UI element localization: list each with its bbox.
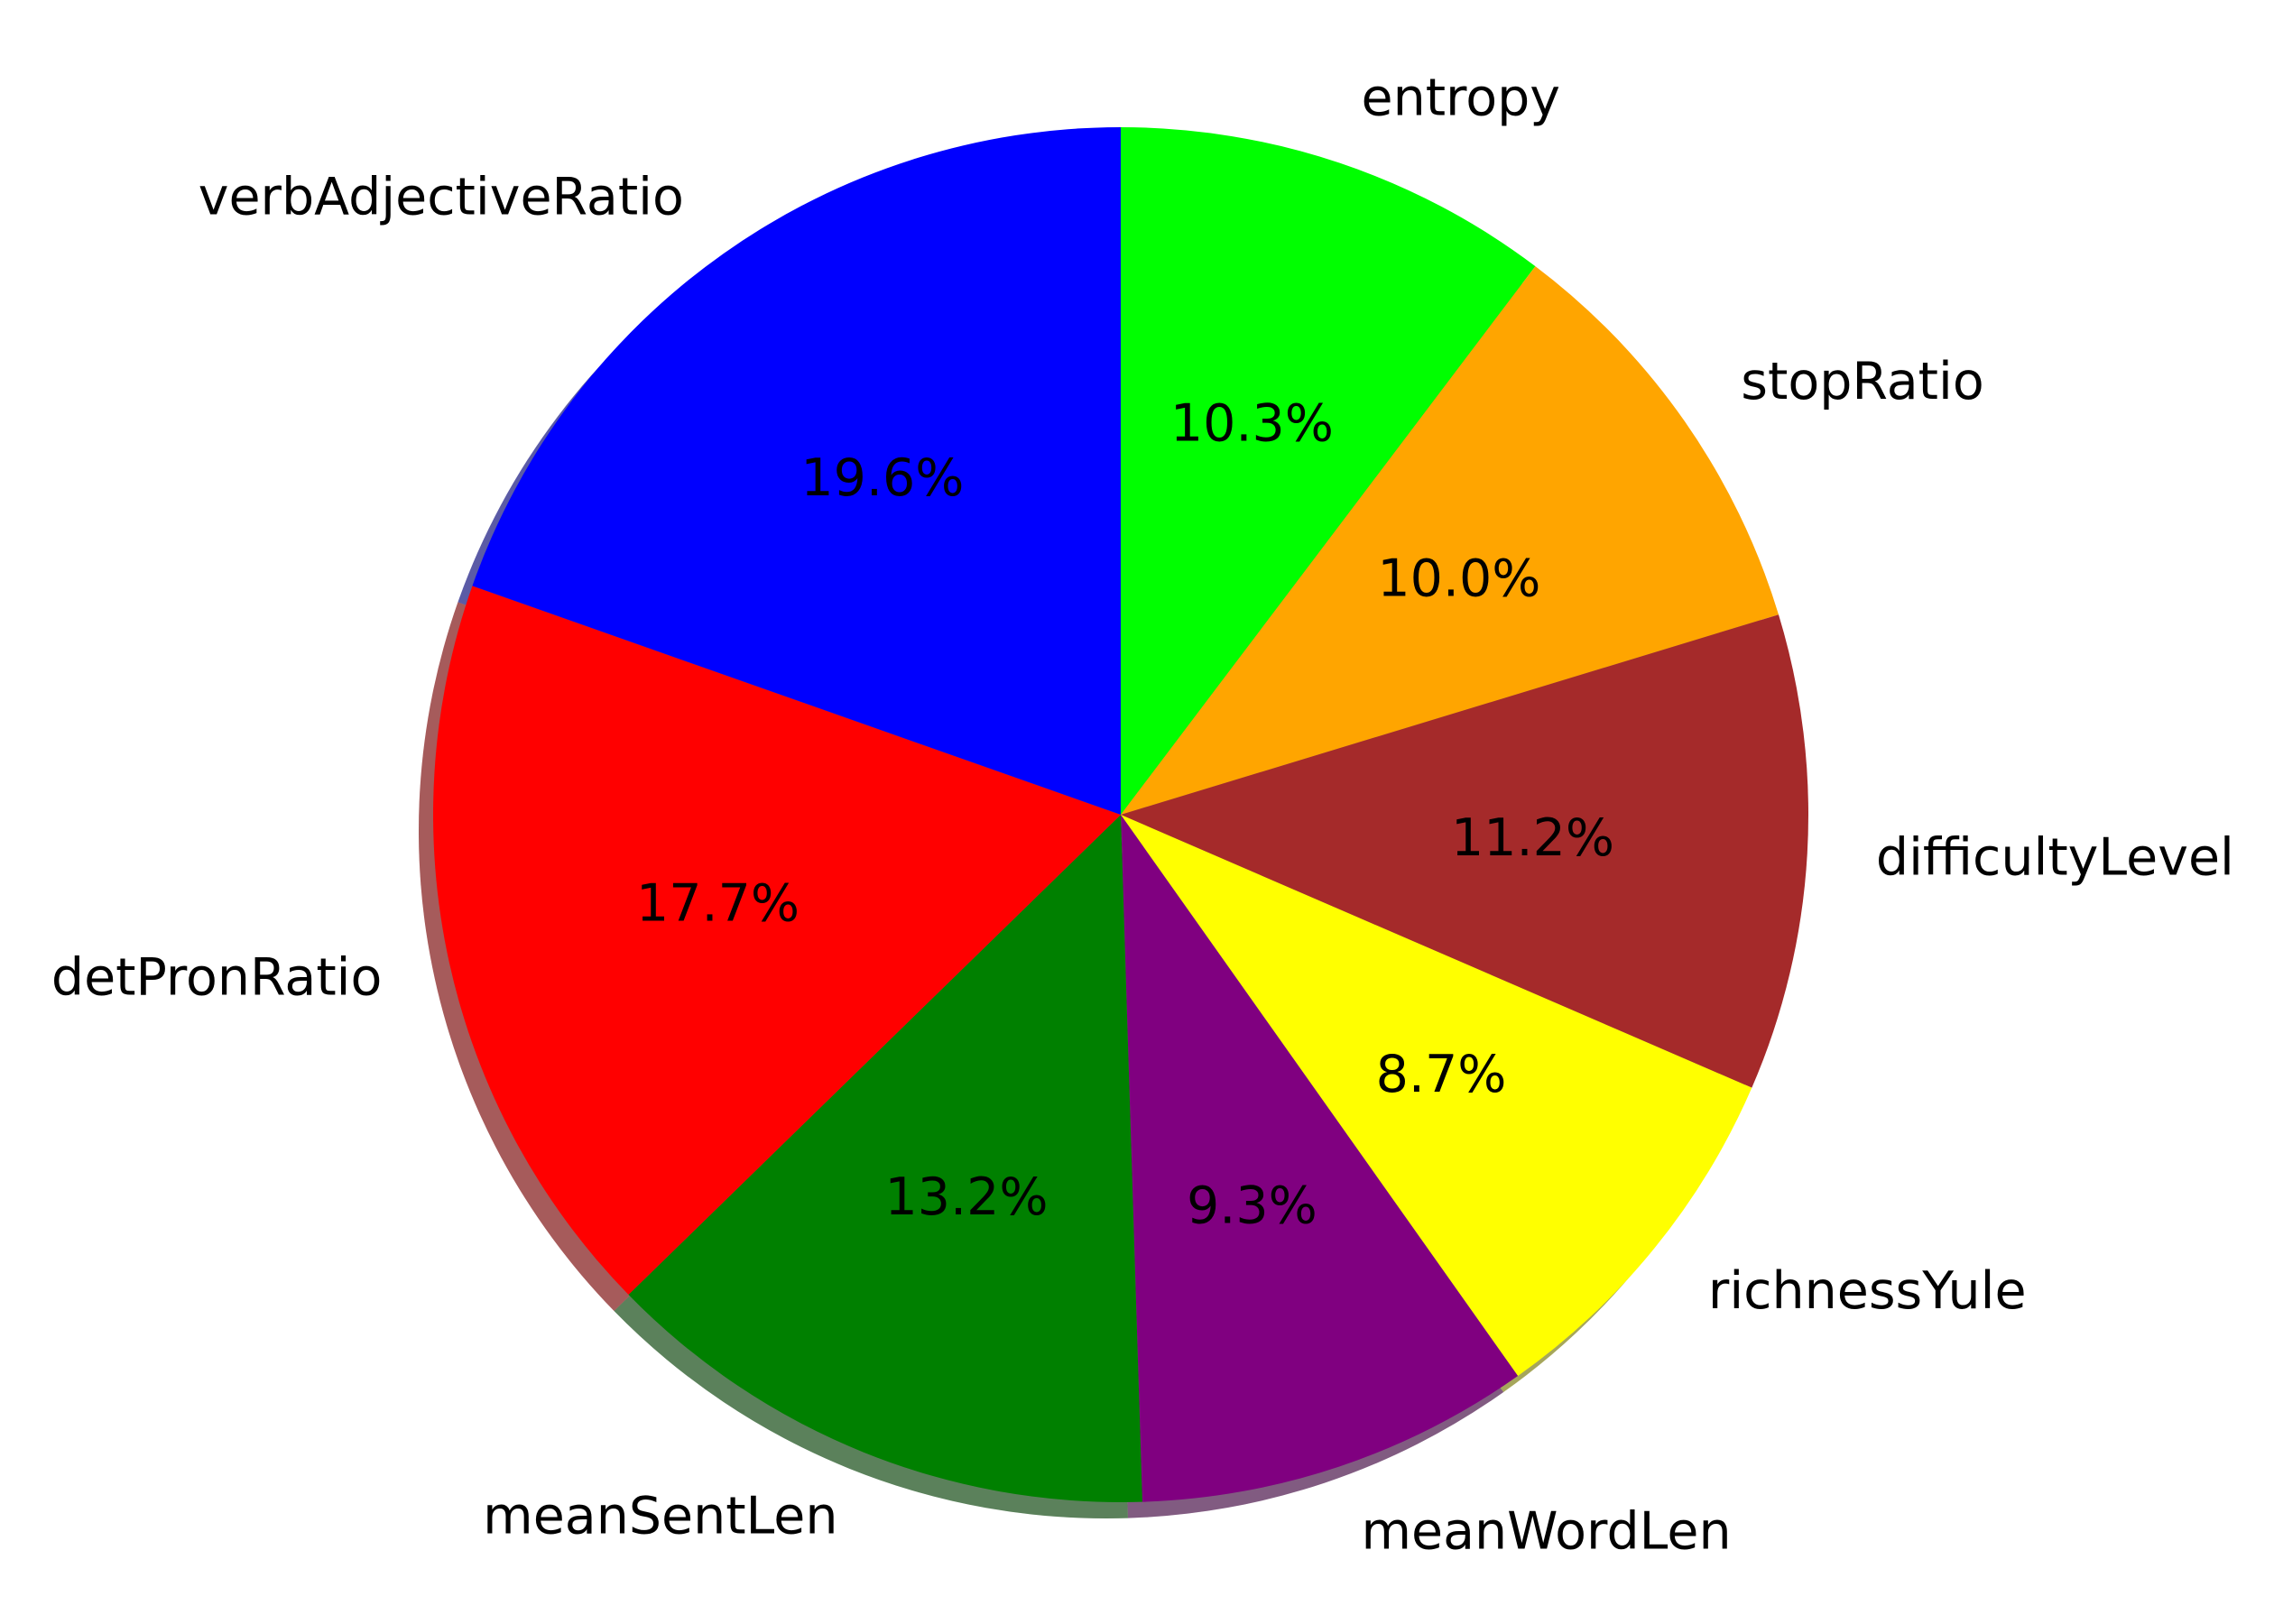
slice-det-pron-ratio xyxy=(433,586,1122,1295)
slice-label-entropy: entropy xyxy=(1362,68,1561,127)
slice-label-stop-ratio: stopRatio xyxy=(1741,352,1983,411)
percent-label-difficulty-level: 11.2% xyxy=(1451,808,1614,868)
slice-label-det-pron-ratio: detPronRatio xyxy=(51,947,383,1007)
slice-richness-yule xyxy=(1121,815,1752,1377)
pie-slices xyxy=(433,126,1808,1502)
slice-label-mean-word-len: meanWordLen xyxy=(1362,1502,1732,1562)
percent-label-richness-yule: 8.7% xyxy=(1376,1045,1507,1104)
slice-entropy xyxy=(1121,127,1536,815)
percent-label-entropy: 10.3% xyxy=(1170,394,1334,454)
slice-labels: entropy stopRatio difficultyLevel richnessY… xyxy=(51,68,2234,1561)
slice-stop-ratio xyxy=(1121,266,1779,816)
slice-mean-sent-len xyxy=(628,815,1142,1502)
slice-difficulty-level xyxy=(1121,614,1808,1088)
slice-label-difficulty-level: difficultyLevel xyxy=(1876,827,2234,887)
percent-label-det-pron-ratio: 17.7% xyxy=(636,873,800,933)
slice-mean-word-len xyxy=(1121,815,1519,1502)
percent-label-mean-sent-len: 13.2% xyxy=(884,1167,1048,1227)
slice-verb-adjective-ratio xyxy=(472,126,1121,816)
percent-label-verb-adjective-ratio: 19.6% xyxy=(800,448,964,508)
percent-label-stop-ratio: 10.0% xyxy=(1377,549,1540,608)
slice-label-verb-adjective-ratio: verbAdjectiveRatio xyxy=(199,168,684,227)
slice-label-mean-sent-len: meanSentLen xyxy=(483,1486,837,1546)
slice-label-richness-yule: richnessYule xyxy=(1708,1261,2027,1321)
percent-label-mean-word-len: 9.3% xyxy=(1187,1176,1317,1236)
percent-labels: 10.3% 10.0% 11.2% 8.7% 9.3% 13.2% 17.7% 19.6% xyxy=(636,394,1614,1236)
